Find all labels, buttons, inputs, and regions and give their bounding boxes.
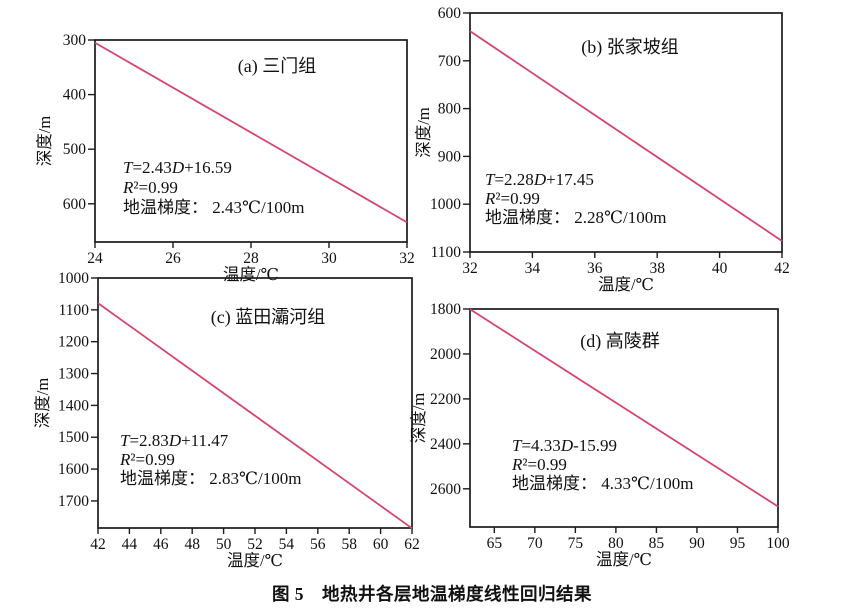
x-tick-label: 52 — [247, 536, 263, 553]
x-tick-label: 32 — [399, 250, 415, 267]
annotation-line: T=4.33D-15.99 — [512, 436, 617, 455]
y-tick-label: 500 — [63, 141, 87, 158]
y-axis-label: 深度/m — [33, 378, 52, 429]
x-tick-label: 36 — [587, 260, 603, 277]
x-tick-label: 48 — [184, 536, 200, 553]
panel-c: 42 44 46 48 50 52 54 56 58 60 62 1000 1100 1200 1300 14… — [33, 270, 420, 570]
y-axis-label: 深度/m — [35, 116, 54, 167]
x-tick-label: 38 — [649, 260, 665, 277]
annotation-line: R²=0.99 — [119, 450, 175, 469]
x-tick-label: 30 — [321, 250, 337, 267]
x-axis-label: 温度/℃ — [223, 265, 279, 284]
x-tick-label: 46 — [153, 536, 169, 553]
y-tick-label: 1500 — [58, 429, 89, 446]
y-tick-label: 1700 — [58, 493, 89, 510]
x-tick-label: 85 — [649, 535, 665, 552]
panel-title: (c) 蓝田灞河组 — [211, 307, 325, 328]
x-tick-label: 75 — [568, 535, 584, 552]
x-axis-label: 温度/℃ — [227, 551, 283, 570]
regression-line — [94, 41, 408, 224]
y-tick-label: 2400 — [430, 436, 461, 453]
y-tick-label: 2600 — [430, 481, 461, 498]
x-tick-label: 62 — [404, 536, 420, 553]
y-axis-label: 深度/m — [414, 107, 433, 158]
regression-line — [469, 308, 779, 508]
x-tick-label: 50 — [216, 536, 232, 553]
y-tick-label: 600 — [63, 196, 87, 213]
y-tick-label: 700 — [438, 53, 462, 70]
charts-canvas: 24 26 28 30 32 300 400 500 600 温度/℃ 深度/m (a) 三门组 T=2… — [33, 5, 790, 570]
x-tick-label: 40 — [712, 260, 728, 277]
y-tick-label: 1200 — [58, 334, 89, 351]
y-tick-label: 400 — [63, 87, 87, 104]
x-tick-label: 24 — [87, 250, 103, 267]
panel-title: (d) 高陵群 — [580, 331, 660, 352]
x-tick-label: 54 — [279, 536, 295, 553]
regression-line — [97, 302, 413, 530]
panel-b: 32 34 36 38 40 42 600 700 800 900 1000 1100 温度/℃ 深度/m… — [414, 5, 790, 294]
y-axis-label: 深度/m — [409, 393, 428, 444]
annotation-line: R²=0.99 — [511, 455, 567, 474]
y-tick-label: 600 — [438, 5, 462, 22]
x-tick-label: 95 — [730, 535, 746, 552]
x-tick-label: 70 — [527, 535, 543, 552]
annotation-line: R²=0.99 — [484, 189, 540, 208]
y-tick-label: 300 — [63, 32, 87, 49]
y-tick-label: 1600 — [58, 461, 89, 478]
panel-title: (a) 三门组 — [238, 56, 316, 77]
x-tick-label: 65 — [487, 535, 503, 552]
plot-border — [469, 12, 783, 253]
y-tick-label: 800 — [438, 101, 462, 118]
x-tick-label: 58 — [341, 536, 357, 553]
x-tick-label: 32 — [462, 260, 478, 277]
panel-title: (b) 张家坡组 — [581, 37, 679, 58]
annotation-line: T=2.28D+17.45 — [485, 170, 594, 189]
annotation-line: R²=0.99 — [122, 178, 178, 197]
x-tick-label: 60 — [373, 536, 389, 553]
annotation-line: 地温梯度： 4.33℃/100m — [512, 474, 693, 493]
annotation-line: T=2.83D+11.47 — [120, 431, 229, 450]
y-tick-label: 1800 — [430, 301, 461, 318]
x-tick-label: 100 — [766, 535, 790, 552]
figure-caption: 图 5 地热井各层地温梯度线性回归结果 — [271, 584, 593, 604]
plot-border — [469, 308, 779, 528]
y-tick-label: 900 — [438, 148, 462, 165]
x-axis-label: 温度/℃ — [596, 550, 652, 569]
x-tick-label: 90 — [689, 535, 705, 552]
x-tick-label: 42 — [90, 536, 106, 553]
y-tick-label: 2200 — [430, 391, 461, 408]
panel-d: 65 70 75 80 85 90 95 100 1800 2000 2200 2400 2600 温度/… — [409, 301, 790, 569]
x-tick-label: 34 — [525, 260, 541, 277]
y-tick-label: 1100 — [431, 244, 462, 261]
y-tick-label: 1400 — [58, 397, 89, 414]
panel-a: 24 26 28 30 32 300 400 500 600 温度/℃ 深度/m (a) 三门组 T=2… — [35, 32, 415, 284]
x-tick-label: 28 — [243, 250, 259, 267]
y-tick-label: 1000 — [430, 196, 461, 213]
y-tick-label: 1000 — [58, 270, 89, 287]
annotation-line: T=2.43D+16.59 — [123, 158, 232, 177]
x-tick-label: 56 — [310, 536, 326, 553]
x-tick-label: 26 — [165, 250, 181, 267]
annotation-line: 地温梯度： 2.83℃/100m — [120, 469, 301, 488]
y-tick-label: 1300 — [58, 366, 89, 383]
regression-line — [469, 30, 783, 242]
y-tick-label: 2000 — [430, 346, 461, 363]
annotation-line: 地温梯度： 2.43℃/100m — [123, 198, 304, 217]
x-tick-label: 80 — [608, 535, 624, 552]
x-tick-label: 44 — [122, 536, 138, 553]
x-tick-label: 42 — [774, 260, 790, 277]
y-tick-label: 1100 — [59, 302, 90, 319]
x-axis-label: 温度/℃ — [598, 275, 654, 294]
annotation-line: 地温梯度： 2.28℃/100m — [485, 208, 666, 227]
